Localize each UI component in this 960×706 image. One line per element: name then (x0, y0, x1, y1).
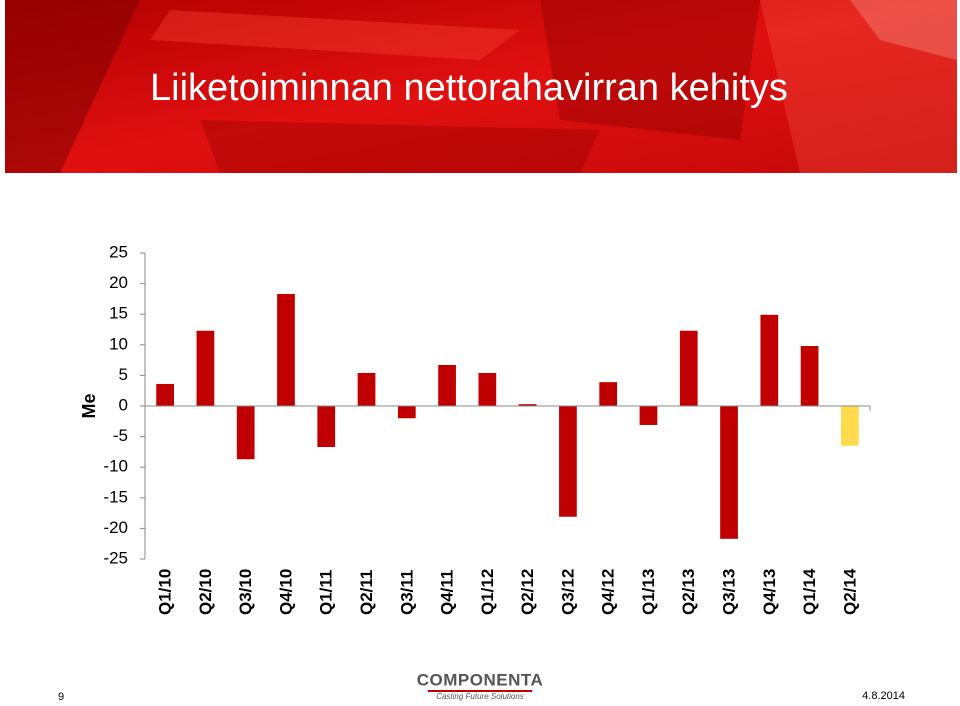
y-tick-label: -20 (103, 518, 128, 537)
y-tick-label: -25 (103, 548, 128, 567)
y-tick-label: -5 (113, 426, 128, 445)
x-tick-label: Q4/12 (599, 569, 618, 615)
y-tick-label: 0 (119, 395, 128, 414)
y-tick-label: 20 (109, 273, 128, 292)
x-tick-label: Q4/13 (760, 569, 779, 615)
bar (599, 382, 618, 406)
x-tick-label: Q1/14 (800, 568, 819, 615)
bar (518, 404, 537, 406)
bar (800, 346, 819, 406)
y-tick-label: 25 (109, 242, 128, 261)
date: 4.8.2014 (862, 690, 905, 701)
x-tick-label: Q2/12 (518, 569, 537, 615)
x-tick-label: Q3/12 (558, 569, 577, 615)
x-tick-label: Q4/11 (438, 570, 457, 615)
bar (317, 406, 336, 448)
bar (679, 330, 698, 406)
y-tick-label: 10 (109, 334, 128, 353)
bar (478, 372, 497, 406)
bar (277, 294, 295, 406)
bar (196, 330, 215, 406)
x-tick-label: Q2/13 (679, 569, 698, 615)
bar (156, 383, 174, 406)
bar (760, 314, 779, 406)
logo: COMPONENTA (417, 670, 544, 689)
y-tick-label: 5 (119, 365, 128, 384)
x-tick-label: Q2/10 (196, 569, 215, 615)
bar (639, 406, 658, 425)
x-tick-label: Q1/10 (156, 569, 175, 615)
bar (841, 406, 859, 446)
x-tick-label: Q3/13 (720, 569, 739, 615)
x-tick-label: Q3/11 (397, 570, 416, 615)
title: Liiketoiminnan nettorahavirran kehitys (150, 67, 788, 109)
banner (5, 0, 957, 173)
tagline: Casting Future Solutions (436, 692, 524, 701)
x-tick-label: Q1/13 (639, 569, 658, 615)
bar (720, 406, 738, 539)
page-number: 9 (58, 691, 64, 701)
bar (438, 364, 456, 406)
bar (397, 406, 416, 419)
bar (357, 372, 376, 406)
plot: 25 20 15 10 5 0 -5 -10 -15 -20 -25 Q1/10 Q2/10 Q3/10 Q… (103, 242, 871, 615)
x-tick-label: Q2/14 (840, 568, 859, 615)
y-tick-label: -15 (103, 487, 128, 506)
bar (236, 406, 255, 460)
bar (559, 406, 577, 517)
x-tick-label: Q3/10 (236, 569, 255, 615)
y-tick-label: 15 (109, 304, 128, 323)
x-tick-label: Q1/12 (478, 569, 497, 615)
y-axis-label: Me (79, 393, 99, 418)
x-tick-label: Q4/10 (276, 569, 295, 615)
x-tick-label: Q1/11 (317, 570, 336, 615)
x-tick-label: Q2/11 (357, 570, 376, 615)
y-tick-label: -10 (103, 457, 128, 476)
footer: 9 4.8.2014 COMPONENTA Casting Future Sol… (58, 670, 905, 702)
